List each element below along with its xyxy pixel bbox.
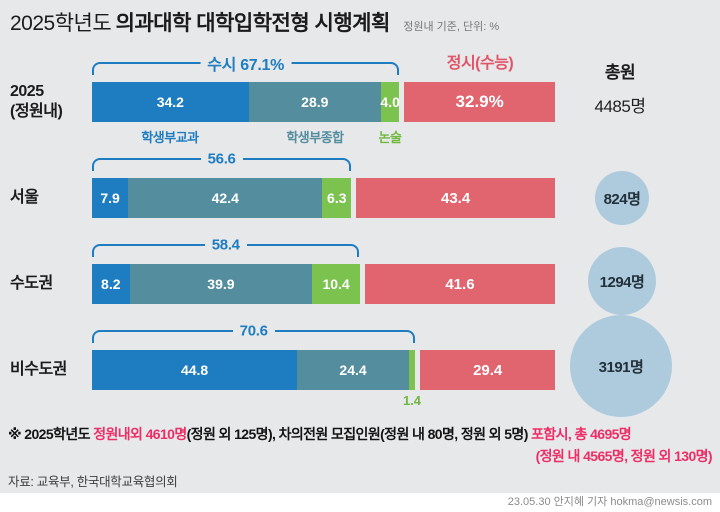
segment-jonghap: 39.9 — [129, 264, 313, 304]
segment-gyogwa: 8.2 — [92, 264, 130, 304]
susi-bracket: 58.4 — [92, 236, 360, 257]
row-label-bisudogwon: 비수도권 — [10, 361, 67, 378]
segment-gyogwa: 7.9 — [92, 178, 129, 218]
segment-jonghap: 28.9 — [248, 82, 381, 122]
segment-nonsul — [408, 350, 416, 390]
total-circle-seoul: 824명 — [595, 171, 649, 225]
footnote-line2: (정원 내 4565명, 정원 외 130명) — [535, 448, 713, 464]
total-circle-sudogwon: 1294명 — [588, 247, 656, 315]
data-source: 자료: 교육부, 한국대학교육협의회 — [8, 475, 178, 489]
jungsi-column-header: 정시(수능) — [446, 55, 514, 72]
row-label-sudogwon: 수도권 — [10, 275, 53, 292]
bar-area-2025: 수시 67.1% 정시(수능) 34.2 28.9 4.0 32.9% 학생부교… — [92, 51, 555, 145]
footer-strip: 23.05.30 안지혜 기자 hokma@newsis.com — [0, 493, 720, 512]
segment-jungsi: 43.4 — [356, 178, 555, 218]
susi-bracket: 56.6 — [92, 150, 352, 171]
total-value-2025: 4485명 — [594, 97, 646, 116]
page-title: 2025학년도 의과대학 대학입학전형 시행계획 정원내 기준, 단위: % — [10, 7, 499, 37]
chart-row-2025: 2025 (정원내) 수시 67.1% 정시(수능) 34.2 28.9 4.0… — [0, 51, 720, 145]
footnote-line1: ※ 2025학년도 정원내외 4610명(정원 외 125명), 차의전원 모집… — [8, 426, 632, 442]
susi-bracket-label: 56.6 — [200, 150, 243, 168]
segment-nonsul: 6.3 — [322, 178, 352, 218]
segment-jungsi: 32.9% — [404, 82, 555, 122]
susi-bracket-label: 70.6 — [232, 322, 275, 340]
susi-bracket: 70.6 — [92, 322, 416, 343]
legend-nonsul: 논술 — [378, 130, 402, 145]
legend-jonghap: 학생부종합 — [286, 130, 344, 145]
segment-gyogwa: 44.8 — [92, 350, 298, 390]
segment-jonghap: 24.4 — [297, 350, 409, 390]
row-label-2025: 2025 (정원내) — [10, 83, 63, 120]
byline-credit: 23.05.30 안지혜 기자 hokma@newsis.com — [507, 496, 712, 508]
susi-bracket-label: 수시 67.1% — [200, 51, 292, 75]
total-circle-bisudogwon: 3191명 — [570, 315, 672, 417]
susi-bracket-label: 58.4 — [204, 236, 247, 254]
stacked-bar-sudogwon: 8.2 39.9 10.4 41.6 — [92, 264, 555, 304]
stacked-bar-2025: 34.2 28.9 4.0 32.9% — [92, 82, 555, 122]
row-label-seoul: 서울 — [10, 189, 39, 206]
bar-area-seoul: 56.6 7.9 42.4 6.3 43.4 — [92, 150, 555, 218]
segment-jungsi: 41.6 — [364, 264, 555, 304]
stacked-bar-bisudogwon: 44.8 24.4 29.4 — [92, 350, 555, 390]
legend-gyogwa: 학생부교과 — [141, 130, 199, 145]
chart-row-sudogwon: 수도권 58.4 8.2 39.9 10.4 41.6 — [0, 236, 720, 304]
title-main: 의과대학 대학입학전형 시행계획 — [115, 12, 391, 35]
segment-nonsul: 10.4 — [312, 264, 360, 304]
segment-jonghap: 42.4 — [128, 178, 323, 218]
title-subtitle: 정원내 기준, 단위: % — [403, 21, 500, 33]
segment-jungsi: 29.4 — [420, 350, 555, 390]
nonsul-value-below: 1.4 — [402, 393, 422, 408]
title-year: 2025학년도 — [10, 12, 112, 35]
susi-bracket: 수시 67.1% — [92, 51, 400, 75]
total-column-header: 총원 — [604, 63, 636, 82]
stacked-bar-seoul: 7.9 42.4 6.3 43.4 — [92, 178, 555, 218]
segment-nonsul: 4.0 — [380, 82, 400, 122]
bar-area-bisudogwon: 70.6 44.8 24.4 29.4 1.4 — [92, 322, 555, 408]
chart-row-seoul: 서울 56.6 7.9 42.4 6.3 43.4 — [0, 150, 720, 218]
chart-row-bisudogwon: 비수도권 70.6 44.8 24.4 29.4 1.4 — [0, 322, 720, 408]
bar-area-sudogwon: 58.4 8.2 39.9 10.4 41.6 — [92, 236, 555, 304]
segment-gyogwa: 34.2 — [92, 82, 249, 122]
